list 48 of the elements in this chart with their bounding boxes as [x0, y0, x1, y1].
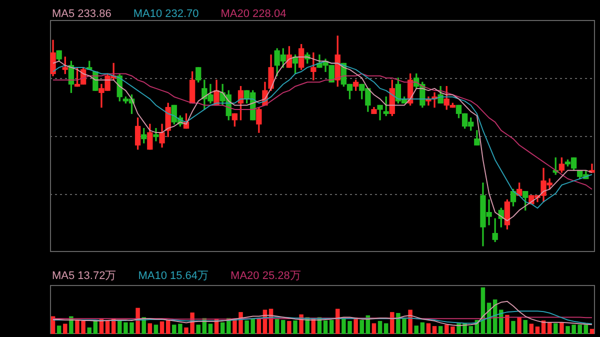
bar — [390, 312, 394, 334]
text: MA5 13.72万 — [52, 269, 116, 283]
bar — [408, 310, 412, 334]
bar — [354, 318, 358, 334]
bar — [56, 326, 62, 334]
text: MA5 233.86 — [52, 8, 112, 20]
bar — [529, 324, 534, 334]
bar — [293, 320, 298, 334]
bar — [274, 319, 280, 334]
bar — [287, 320, 292, 334]
bar — [160, 321, 164, 334]
bar — [420, 322, 425, 334]
bar — [63, 324, 68, 334]
bar — [378, 320, 382, 334]
bar — [329, 320, 334, 334]
bar — [323, 320, 328, 334]
bar — [384, 323, 388, 334]
bar — [360, 320, 364, 334]
bar — [554, 323, 558, 334]
bar — [505, 314, 510, 334]
bar — [208, 324, 213, 334]
bar — [196, 324, 200, 334]
bar — [372, 323, 376, 334]
bar — [432, 326, 437, 334]
bar — [523, 320, 528, 334]
candlestick — [153, 128, 159, 142]
bar — [426, 323, 431, 334]
bar — [87, 327, 92, 334]
bar — [517, 317, 522, 334]
bar — [136, 308, 140, 334]
bar — [148, 323, 152, 334]
bar — [154, 324, 158, 334]
text: MA10 15.64万 — [138, 269, 209, 283]
bar — [166, 320, 170, 334]
text: MA10 232.70 — [133, 8, 199, 20]
text: MA20 25.28万 — [230, 269, 301, 283]
bar — [220, 322, 225, 334]
bar — [281, 320, 286, 334]
bar — [438, 326, 443, 334]
text: MA20 228.04 — [220, 8, 286, 20]
bar — [336, 308, 340, 334]
bar — [590, 328, 594, 334]
bar — [499, 310, 504, 334]
bar — [584, 324, 588, 334]
bar — [560, 322, 564, 334]
bar — [511, 320, 516, 334]
bar — [414, 326, 418, 334]
bar — [535, 326, 540, 334]
